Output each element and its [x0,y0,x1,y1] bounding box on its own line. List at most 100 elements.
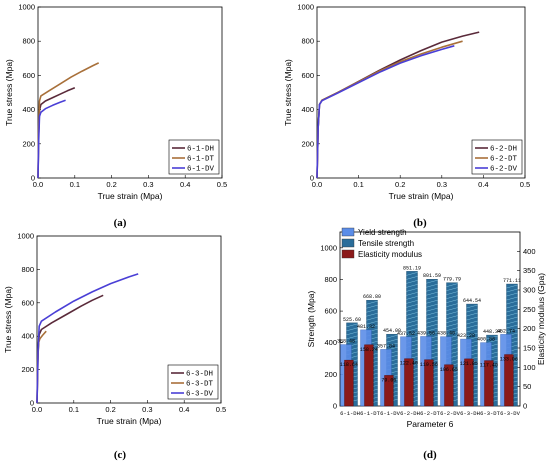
bar-hatch [506,296,518,301]
y2-tick-label: 300 [523,286,536,295]
bar-hatch [466,308,478,313]
data-label-tensile: 779.79 [443,277,461,283]
x-tick-label: 0.0 [32,405,42,414]
bar-hatch [446,315,458,319]
y-tick-label: 200 [301,139,314,148]
data-label-yield: 437.52 [397,331,415,337]
y-tick-label: 200 [21,365,34,374]
bar-hatch [426,303,438,308]
bar-hatch [446,291,458,295]
bar-hatch [426,299,438,304]
series-line-6-1-DH [37,86,76,179]
panel-1: 0 200 400 600 800 1000 0.0 0.1 0.2 0.3 0.4 0.5 True … [4,3,227,230]
bar-hatch [346,331,358,336]
bar-hatch [506,288,518,293]
x-category-label: 6-1-DH [340,410,360,417]
bar-hatch [506,328,518,333]
x-axis-label: True strain (Mpa) [389,191,454,201]
panel-3: 0 200 400 600 800 1000 0.0 0.1 0.2 0.3 0.4 0.5 True … [3,232,226,462]
data-label-elasticity: 79.06 [381,377,396,383]
y-tick-label: 600 [324,307,337,316]
bar-hatch [446,323,458,327]
y-tick-label: 600 [22,71,35,80]
y2-tick-label: 200 [523,324,536,333]
bar-hatch [446,307,458,311]
x-tick-label: 0.2 [105,405,115,414]
legend-label: 6-1-DH [187,146,214,154]
bar-hatch [406,320,418,324]
bar-elasticity-modulus [484,360,494,407]
bar-hatch [446,319,458,323]
x-category-label: 6-2-DT [420,410,441,417]
x-tick-label: 0.1 [70,180,80,189]
bar-hatch [426,279,438,284]
data-label-yield: 423.28 [457,333,475,339]
y-tick-label: 200 [324,370,337,379]
data-label-yield: 400.88 [477,337,495,343]
y-tick-label: 800 [22,37,35,46]
data-label-tensile: 851.19 [403,265,421,271]
data-label-tensile: 771.11 [503,278,521,284]
legend-label: 6-2-DV [490,166,518,174]
legend-label: 6-1-DT [187,156,215,164]
bar-hatch [426,315,438,320]
bar-hatch [446,287,458,291]
y-axis-label: True stress (Mpa) [283,59,293,126]
plot-frame [316,6,526,179]
bar-hatch [446,295,458,299]
legend-label: Yield strength [358,228,407,237]
bar-elasticity-modulus [384,375,394,407]
x-tick-label: 0.3 [142,405,152,414]
bar-hatch [406,272,418,276]
data-label-elasticity: 158.24 [360,347,378,353]
bar-hatch [446,303,458,307]
data-label-yield: 388.48 [337,339,355,345]
bar-hatch [386,342,398,347]
y-tick-label: 800 [301,37,314,46]
bar-hatch [366,304,378,309]
bar-hatch [406,304,418,308]
bar-hatch [506,324,518,329]
y-tick-label: 600 [301,71,314,80]
bar-hatch [446,327,458,331]
bar-hatch [426,287,438,292]
y-tick-label: 200 [22,139,35,148]
data-label-elasticity: 122.40 [400,361,418,367]
data-label-yield: 438.40 [437,331,455,337]
y2-tick-label: 400 [523,247,536,256]
bar-hatch [406,312,418,316]
x-tick-label: 0.3 [437,180,447,189]
bar-hatch [346,335,358,340]
panel-label: (b) [413,217,427,229]
bar-elasticity-modulus [444,364,454,407]
bar-hatch [406,288,418,292]
data-label-yield: 481.32 [357,324,375,330]
y2-tick-label: 0 [523,402,527,411]
bar-hatch [386,334,398,339]
data-label-tensile: 454.00 [383,328,401,334]
bar-hatch [466,324,478,329]
panel-label: (c) [114,449,127,461]
bar-hatch [406,308,418,312]
bar-hatch [346,323,358,328]
x-tick-label: 0.1 [69,405,79,414]
bar-hatch [406,292,418,296]
x-tick-label: 0.4 [180,180,190,189]
bar-hatch [506,312,518,317]
legend-label: 6-3-DV [186,391,214,399]
legend-label: 6-2-DH [490,146,517,154]
x-tick-label: 0.2 [106,180,116,189]
bar-hatch [446,299,458,303]
bar-hatch [466,316,478,321]
y-tick-label: 0 [333,402,337,411]
series-line-6-3-DV [36,273,139,404]
y-tick-label: 400 [324,338,337,347]
bar-hatch [426,291,438,296]
legend-swatch [341,249,355,259]
bar-hatch [506,292,518,297]
series-line-6-1-DV [37,99,66,179]
x-tick-label: 0.4 [478,180,488,189]
legend-swatch [341,238,355,248]
bar-hatch [406,276,418,280]
